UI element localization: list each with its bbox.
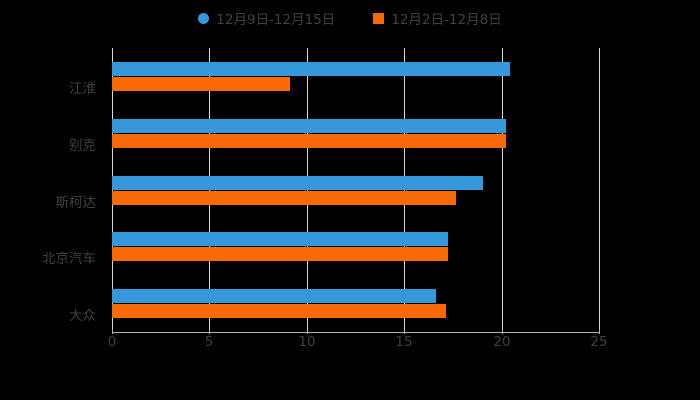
legend-item-series-0[interactable]: 12月9日-12月15日 <box>198 8 335 28</box>
chart-legend: 12月9日-12月15日 12月2日-12月8日 <box>0 8 700 28</box>
gridline-10 <box>307 48 308 332</box>
x-axis-label-3: 15 <box>395 334 413 350</box>
y-axis-label-4: 大众 <box>69 308 96 324</box>
x-axis-line <box>112 332 600 333</box>
circle-marker-icon <box>198 12 210 24</box>
bar-series-0-cat-3[interactable] <box>112 232 448 246</box>
legend-label-series-0: 12月9日-12月15日 <box>216 12 336 28</box>
bar-series-1-cat-1[interactable] <box>112 134 507 148</box>
x-tickmark-2 <box>307 329 308 334</box>
gridline-20 <box>502 48 503 332</box>
x-axis-label-0: 0 <box>107 334 117 350</box>
x-axis-label-1: 5 <box>204 334 214 350</box>
x-tickmark-5 <box>599 329 600 334</box>
y-axis-label-1: 别克 <box>69 138 96 154</box>
y-axis-label-3: 北京汽车 <box>42 251 96 267</box>
y-axis-label-2: 斯柯达 <box>55 195 97 211</box>
bar-series-1-cat-4[interactable] <box>112 304 446 318</box>
x-axis-label-2: 10 <box>298 334 316 350</box>
gridline-0 <box>112 48 113 332</box>
gridline-15 <box>404 48 405 332</box>
bar-series-1-cat-0[interactable] <box>112 77 290 91</box>
bar-series-0-cat-0[interactable] <box>112 62 511 76</box>
x-tickmark-3 <box>404 329 405 334</box>
bar-series-0-cat-2[interactable] <box>112 176 483 190</box>
bar-series-0-cat-1[interactable] <box>112 119 507 133</box>
x-tickmark-1 <box>209 329 210 334</box>
plot-area <box>112 48 600 333</box>
gridline-25 <box>599 48 600 332</box>
square-marker-icon <box>373 12 385 24</box>
gridline-5 <box>209 48 210 332</box>
x-tickmark-0 <box>112 329 113 334</box>
legend-item-series-1[interactable]: 12月2日-12月8日 <box>373 8 502 28</box>
x-tickmark-4 <box>502 329 503 334</box>
bar-series-0-cat-4[interactable] <box>112 289 437 303</box>
x-axis-label-5: 25 <box>590 334 608 350</box>
y-axis-category-labels: 江淮 别克 斯柯达 北京汽车 大众 <box>0 48 104 332</box>
bar-series-1-cat-3[interactable] <box>112 247 448 261</box>
x-axis-tick-labels: 0 5 10 15 20 25 <box>108 329 608 354</box>
bar-series-1-cat-2[interactable] <box>112 191 456 205</box>
y-axis-label-0: 江淮 <box>69 81 96 97</box>
x-axis-label-4: 20 <box>493 334 511 350</box>
legend-label-series-1: 12月2日-12月8日 <box>391 12 502 28</box>
